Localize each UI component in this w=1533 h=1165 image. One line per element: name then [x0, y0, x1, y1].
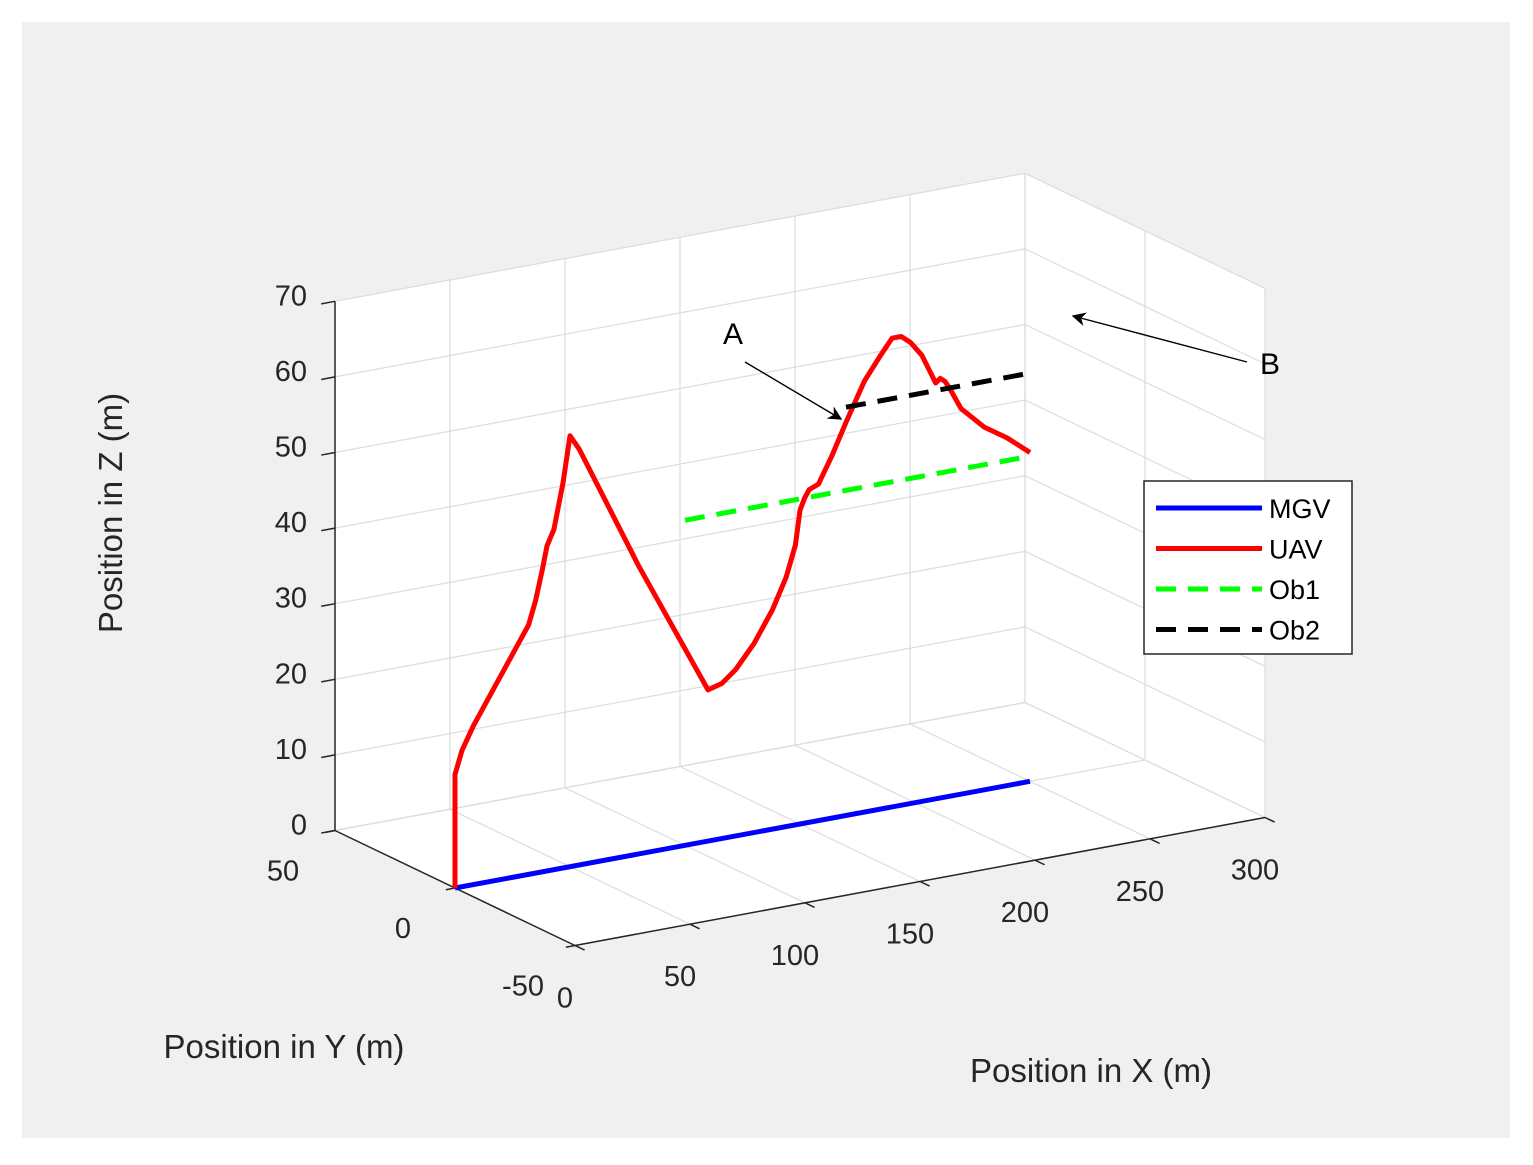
z-tick [321, 678, 336, 683]
z-tick-label: 0 [291, 810, 307, 842]
x-tick [574, 944, 585, 951]
x-tick-label: 0 [557, 983, 573, 1015]
x-axis-label: Position in X (m) [970, 1052, 1212, 1089]
z-tick-label: 20 [275, 658, 307, 690]
annotation-arrow-a [744, 361, 843, 420]
z-tick-label: 30 [275, 583, 307, 615]
legend-label-uav: UAV [1269, 535, 1323, 565]
x-tick [689, 923, 700, 930]
gridline [334, 399, 1026, 529]
axes-box-pane [335, 173, 1265, 946]
annotation-arrow-b [1071, 312, 1248, 363]
x-tick [804, 902, 815, 909]
legend-label-ob2: Ob2 [1269, 616, 1320, 646]
z-tick [321, 300, 336, 305]
gridline [334, 172, 1026, 302]
y-axis-label: Position in Y (m) [164, 1028, 405, 1065]
y-tick-label: 0 [395, 913, 411, 945]
x-tick [1264, 816, 1275, 823]
y-tick [445, 887, 456, 891]
series-line-ob1 [684, 453, 1031, 523]
gridline [334, 701, 1026, 832]
z-tick-label: 70 [275, 280, 307, 312]
z-axis-label: Position in Z (m) [92, 393, 129, 633]
y-tick-label: -50 [502, 971, 544, 1003]
legend-label-mgv: MGV [1269, 494, 1331, 524]
y-tick-label: 50 [267, 856, 299, 888]
x-tick [1149, 838, 1160, 845]
annotation-label-b: B [1260, 348, 1280, 381]
series-line-mgv [454, 778, 1031, 891]
z-tick [321, 754, 336, 759]
z-tick [321, 527, 336, 532]
z-tick [321, 829, 336, 834]
y-tick [565, 944, 576, 948]
z-tick [321, 602, 336, 607]
x-tick-label: 100 [771, 940, 819, 972]
legend-label-ob1: Ob1 [1269, 575, 1320, 605]
z-tick [321, 376, 336, 381]
gridline [334, 323, 1026, 454]
gridline [334, 248, 1026, 378]
gridline [334, 550, 1026, 680]
gridline [1024, 172, 1266, 289]
x-tick-label: 150 [886, 918, 934, 950]
z-tick-label: 60 [275, 356, 307, 388]
x-tick-label: 250 [1116, 876, 1164, 908]
x-tick [919, 880, 930, 887]
x-tick-label: 200 [1001, 897, 1049, 929]
z-tick-label: 40 [275, 507, 307, 539]
x-tick-label: 300 [1231, 854, 1279, 886]
annotation-label-a: A [723, 318, 743, 351]
gridline [1024, 323, 1266, 441]
gridline [1024, 626, 1266, 743]
gridline [334, 475, 1026, 605]
z-tick-label: 10 [275, 734, 307, 766]
x-tick-label: 50 [664, 961, 696, 993]
z-tick [321, 451, 336, 456]
series-line-uav [452, 334, 1032, 888]
z-tick-label: 50 [275, 432, 307, 464]
gridline [334, 626, 1026, 756]
gridline [1024, 248, 1266, 365]
x-tick [1034, 859, 1045, 866]
